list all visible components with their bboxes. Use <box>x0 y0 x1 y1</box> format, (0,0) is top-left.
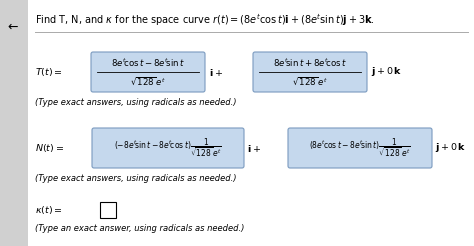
FancyBboxPatch shape <box>288 128 432 168</box>
Text: $\mathbf{j} + 0\,\mathbf{k}$: $\mathbf{j} + 0\,\mathbf{k}$ <box>371 65 402 78</box>
Text: $\sqrt{128}\,e^t$: $\sqrt{128}\,e^t$ <box>292 75 328 87</box>
FancyBboxPatch shape <box>92 128 244 168</box>
Text: (Type exact answers, using radicals as needed.): (Type exact answers, using radicals as n… <box>35 174 237 183</box>
Text: $N(t) =$: $N(t) =$ <box>35 142 64 154</box>
Text: $\kappa(t) =$: $\kappa(t) =$ <box>35 204 63 216</box>
FancyBboxPatch shape <box>91 52 205 92</box>
Text: $8e^t\!\sin t + 8e^t\!\cos t$: $8e^t\!\sin t + 8e^t\!\cos t$ <box>273 57 347 69</box>
Text: $\sqrt{128}\,e^t$: $\sqrt{128}\,e^t$ <box>130 75 166 87</box>
Text: $\mathbf{j} + 0\,\mathbf{k}$: $\mathbf{j} + 0\,\mathbf{k}$ <box>435 141 466 154</box>
Bar <box>100 202 116 218</box>
Text: $\left(-8e^t\!\sin t - 8e^t\!\cos t\right)\dfrac{1}{\sqrt{128}\,e^t}$: $\left(-8e^t\!\sin t - 8e^t\!\cos t\righ… <box>114 137 222 159</box>
Text: $\leftarrow$: $\leftarrow$ <box>5 20 19 33</box>
FancyBboxPatch shape <box>253 52 367 92</box>
Text: $\left(8e^t\!\cos t - 8e^t\!\sin t\right)\dfrac{1}{\sqrt{128}\,e^t}$: $\left(8e^t\!\cos t - 8e^t\!\sin t\right… <box>309 137 411 159</box>
Text: Find T, N, and $\kappa$ for the space curve $r(t) = \left(8e^t\cos t\right)\math: Find T, N, and $\kappa$ for the space cu… <box>35 12 375 28</box>
Text: (Type exact answers, using radicals as needed.): (Type exact answers, using radicals as n… <box>35 98 237 107</box>
Text: (Type an exact answer, using radicals as needed.): (Type an exact answer, using radicals as… <box>35 224 245 233</box>
Text: $\mathbf{i} +$: $\mathbf{i} +$ <box>247 142 261 154</box>
Text: $8e^t\!\cos t - 8e^t\!\sin t$: $8e^t\!\cos t - 8e^t\!\sin t$ <box>111 57 185 69</box>
Text: $T(t) =$: $T(t) =$ <box>35 66 63 78</box>
Text: $\mathbf{i} +$: $\mathbf{i} +$ <box>209 66 223 77</box>
Bar <box>0 0 28 246</box>
